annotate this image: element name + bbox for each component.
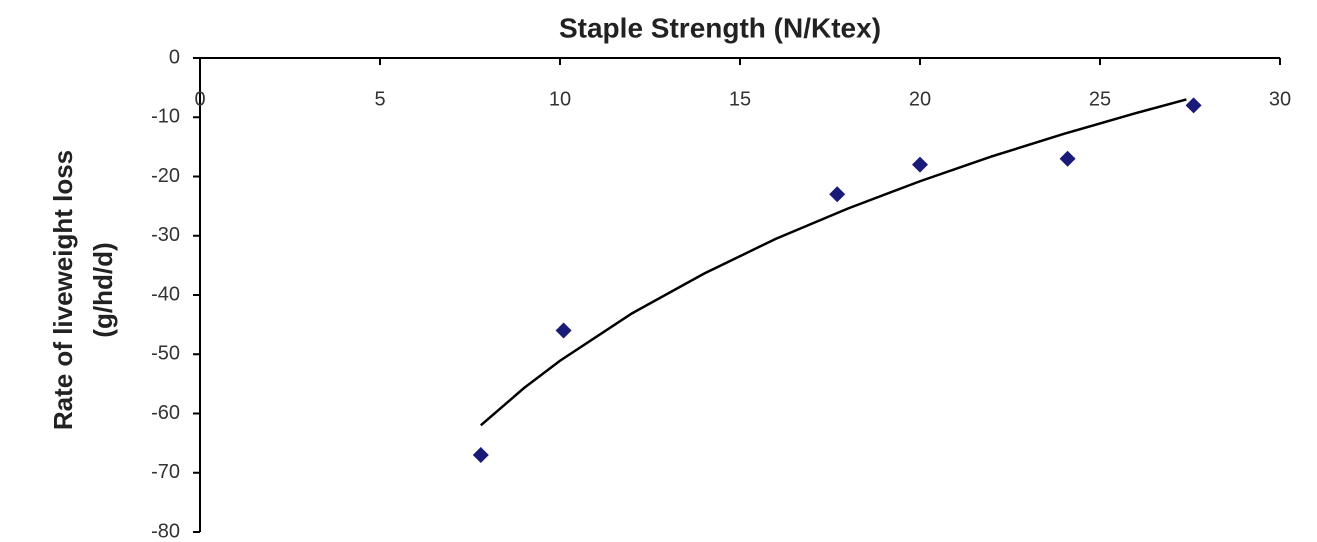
y-axis-label: (g/hd/d) [88,242,118,337]
y-tick-label: -40 [151,283,180,305]
y-tick-label: -20 [151,165,180,187]
y-axis-label: Rate of liveweight loss [48,150,78,430]
y-tick-label: -60 [151,402,180,424]
x-tick-label: 10 [549,88,571,110]
data-point [1059,150,1076,167]
trend-line [479,98,1187,427]
y-tick-label: 0 [169,46,180,68]
x-tick-label: 25 [1089,88,1111,110]
x-tick-label: 15 [729,88,751,110]
y-tick-label: -30 [151,224,180,246]
x-tick-label: 5 [374,88,385,110]
y-tick-label: -80 [151,520,180,542]
data-point [555,322,572,339]
data-point [1185,97,1202,114]
y-tick-label: -50 [151,343,180,365]
x-tick-label: 20 [909,88,931,110]
chart-title: Staple Strength (N/Ktex) [559,12,881,43]
y-tick-label: -10 [151,106,180,128]
data-point [912,156,928,173]
x-tick-label: 30 [1269,88,1291,110]
y-tick-label: -70 [151,461,180,483]
data-point [829,186,846,203]
x-tick-label: 0 [194,88,205,110]
data-point [472,446,489,463]
